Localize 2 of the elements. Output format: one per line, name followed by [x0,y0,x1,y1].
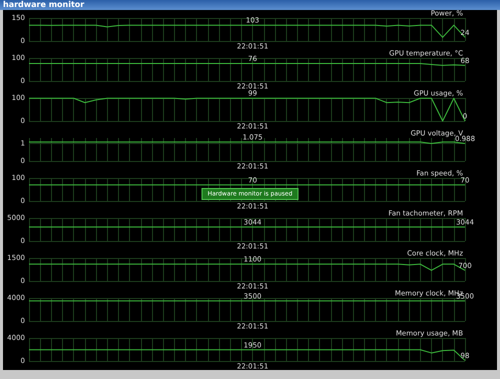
chart-title: hardware monitor [0,0,500,10]
line-series [28,98,466,122]
